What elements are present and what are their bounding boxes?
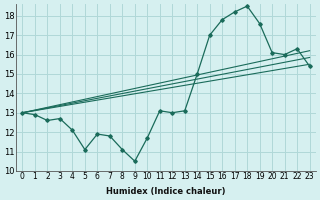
X-axis label: Humidex (Indice chaleur): Humidex (Indice chaleur) [106,187,226,196]
